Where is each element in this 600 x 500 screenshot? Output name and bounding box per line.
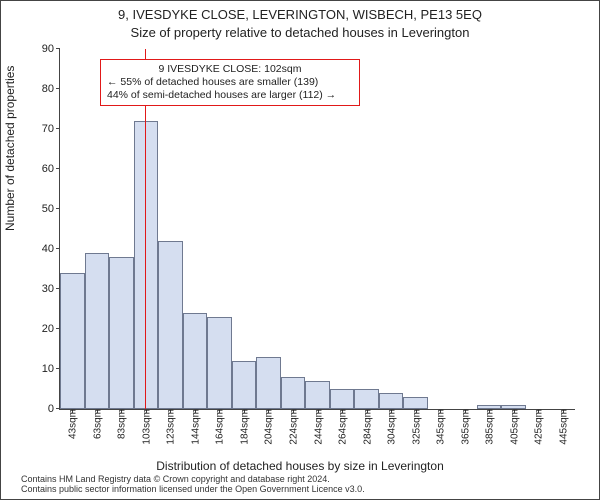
- y-tick-mark: [56, 208, 60, 209]
- x-tick-label: 123sqm: [164, 409, 177, 445]
- annotation-box: 9 IVESDYKE CLOSE: 102sqm← 55% of detache…: [100, 59, 360, 106]
- y-tick-label: 20: [42, 323, 60, 335]
- x-tick-label: 445sqm: [556, 409, 569, 445]
- x-tick-label: 164sqm: [213, 409, 226, 445]
- x-tick-label: 204sqm: [262, 409, 275, 445]
- y-tick-label: 60: [42, 163, 60, 175]
- x-tick-label: 63sqm: [90, 409, 103, 439]
- histogram-bar: [109, 257, 134, 409]
- y-tick-mark: [56, 168, 60, 169]
- histogram-bar: [134, 121, 159, 409]
- chart-title-address: 9, IVESDYKE CLOSE, LEVERINGTON, WISBECH,…: [1, 7, 599, 22]
- credits: Contains HM Land Registry data © Crown c…: [21, 475, 365, 495]
- y-tick-label: 70: [42, 123, 60, 135]
- histogram-bar: [158, 241, 183, 409]
- histogram-bar: [232, 361, 257, 409]
- y-tick-label: 80: [42, 83, 60, 95]
- x-tick-label: 83sqm: [115, 409, 128, 439]
- histogram-bar: [183, 313, 208, 409]
- x-tick-label: 244sqm: [311, 409, 324, 445]
- y-axis-label: Number of detached properties: [3, 66, 17, 231]
- annotation-line: 9 IVESDYKE CLOSE: 102sqm: [107, 63, 353, 76]
- x-tick-label: 43sqm: [66, 409, 79, 439]
- x-tick-label: 184sqm: [237, 409, 250, 445]
- x-tick-label: 365sqm: [458, 409, 471, 445]
- annotation-line: 44% of semi-detached houses are larger (…: [107, 89, 353, 102]
- y-tick-label: 90: [42, 43, 60, 55]
- x-tick-label: 345sqm: [434, 409, 447, 445]
- histogram-bar: [305, 381, 330, 409]
- histogram-bar: [85, 253, 110, 409]
- histogram-bar: [256, 357, 281, 409]
- x-tick-label: 325sqm: [409, 409, 422, 445]
- x-tick-label: 405sqm: [507, 409, 520, 445]
- x-tick-label: 103sqm: [139, 409, 152, 445]
- y-tick-label: 0: [48, 403, 60, 415]
- x-tick-label: 425sqm: [532, 409, 545, 445]
- x-tick-label: 284sqm: [360, 409, 373, 445]
- histogram-bar: [379, 393, 404, 409]
- x-axis-label: Distribution of detached houses by size …: [1, 459, 599, 473]
- x-tick-label: 304sqm: [385, 409, 398, 445]
- histogram-bar: [403, 397, 428, 409]
- histogram-bar: [281, 377, 306, 409]
- y-tick-mark: [56, 128, 60, 129]
- y-tick-label: 50: [42, 203, 60, 215]
- annotation-line: ← 55% of detached houses are smaller (13…: [107, 76, 353, 89]
- y-tick-label: 10: [42, 363, 60, 375]
- plot-area: 010203040506070809043sqm63sqm83sqm103sqm…: [59, 49, 575, 410]
- chart-container: 9, IVESDYKE CLOSE, LEVERINGTON, WISBECH,…: [0, 0, 600, 500]
- x-tick-label: 385sqm: [483, 409, 496, 445]
- histogram-bar: [330, 389, 355, 409]
- x-tick-label: 144sqm: [188, 409, 201, 445]
- y-tick-mark: [56, 48, 60, 49]
- y-tick-mark: [56, 248, 60, 249]
- histogram-bar: [60, 273, 85, 409]
- histogram-bar: [207, 317, 232, 409]
- y-tick-mark: [56, 88, 60, 89]
- credits-line2: Contains public sector information licen…: [21, 485, 365, 495]
- chart-title-subtitle: Size of property relative to detached ho…: [1, 25, 599, 40]
- x-tick-label: 224sqm: [286, 409, 299, 445]
- y-tick-label: 30: [42, 283, 60, 295]
- histogram-bar: [354, 389, 379, 409]
- y-tick-label: 40: [42, 243, 60, 255]
- x-tick-label: 264sqm: [336, 409, 349, 445]
